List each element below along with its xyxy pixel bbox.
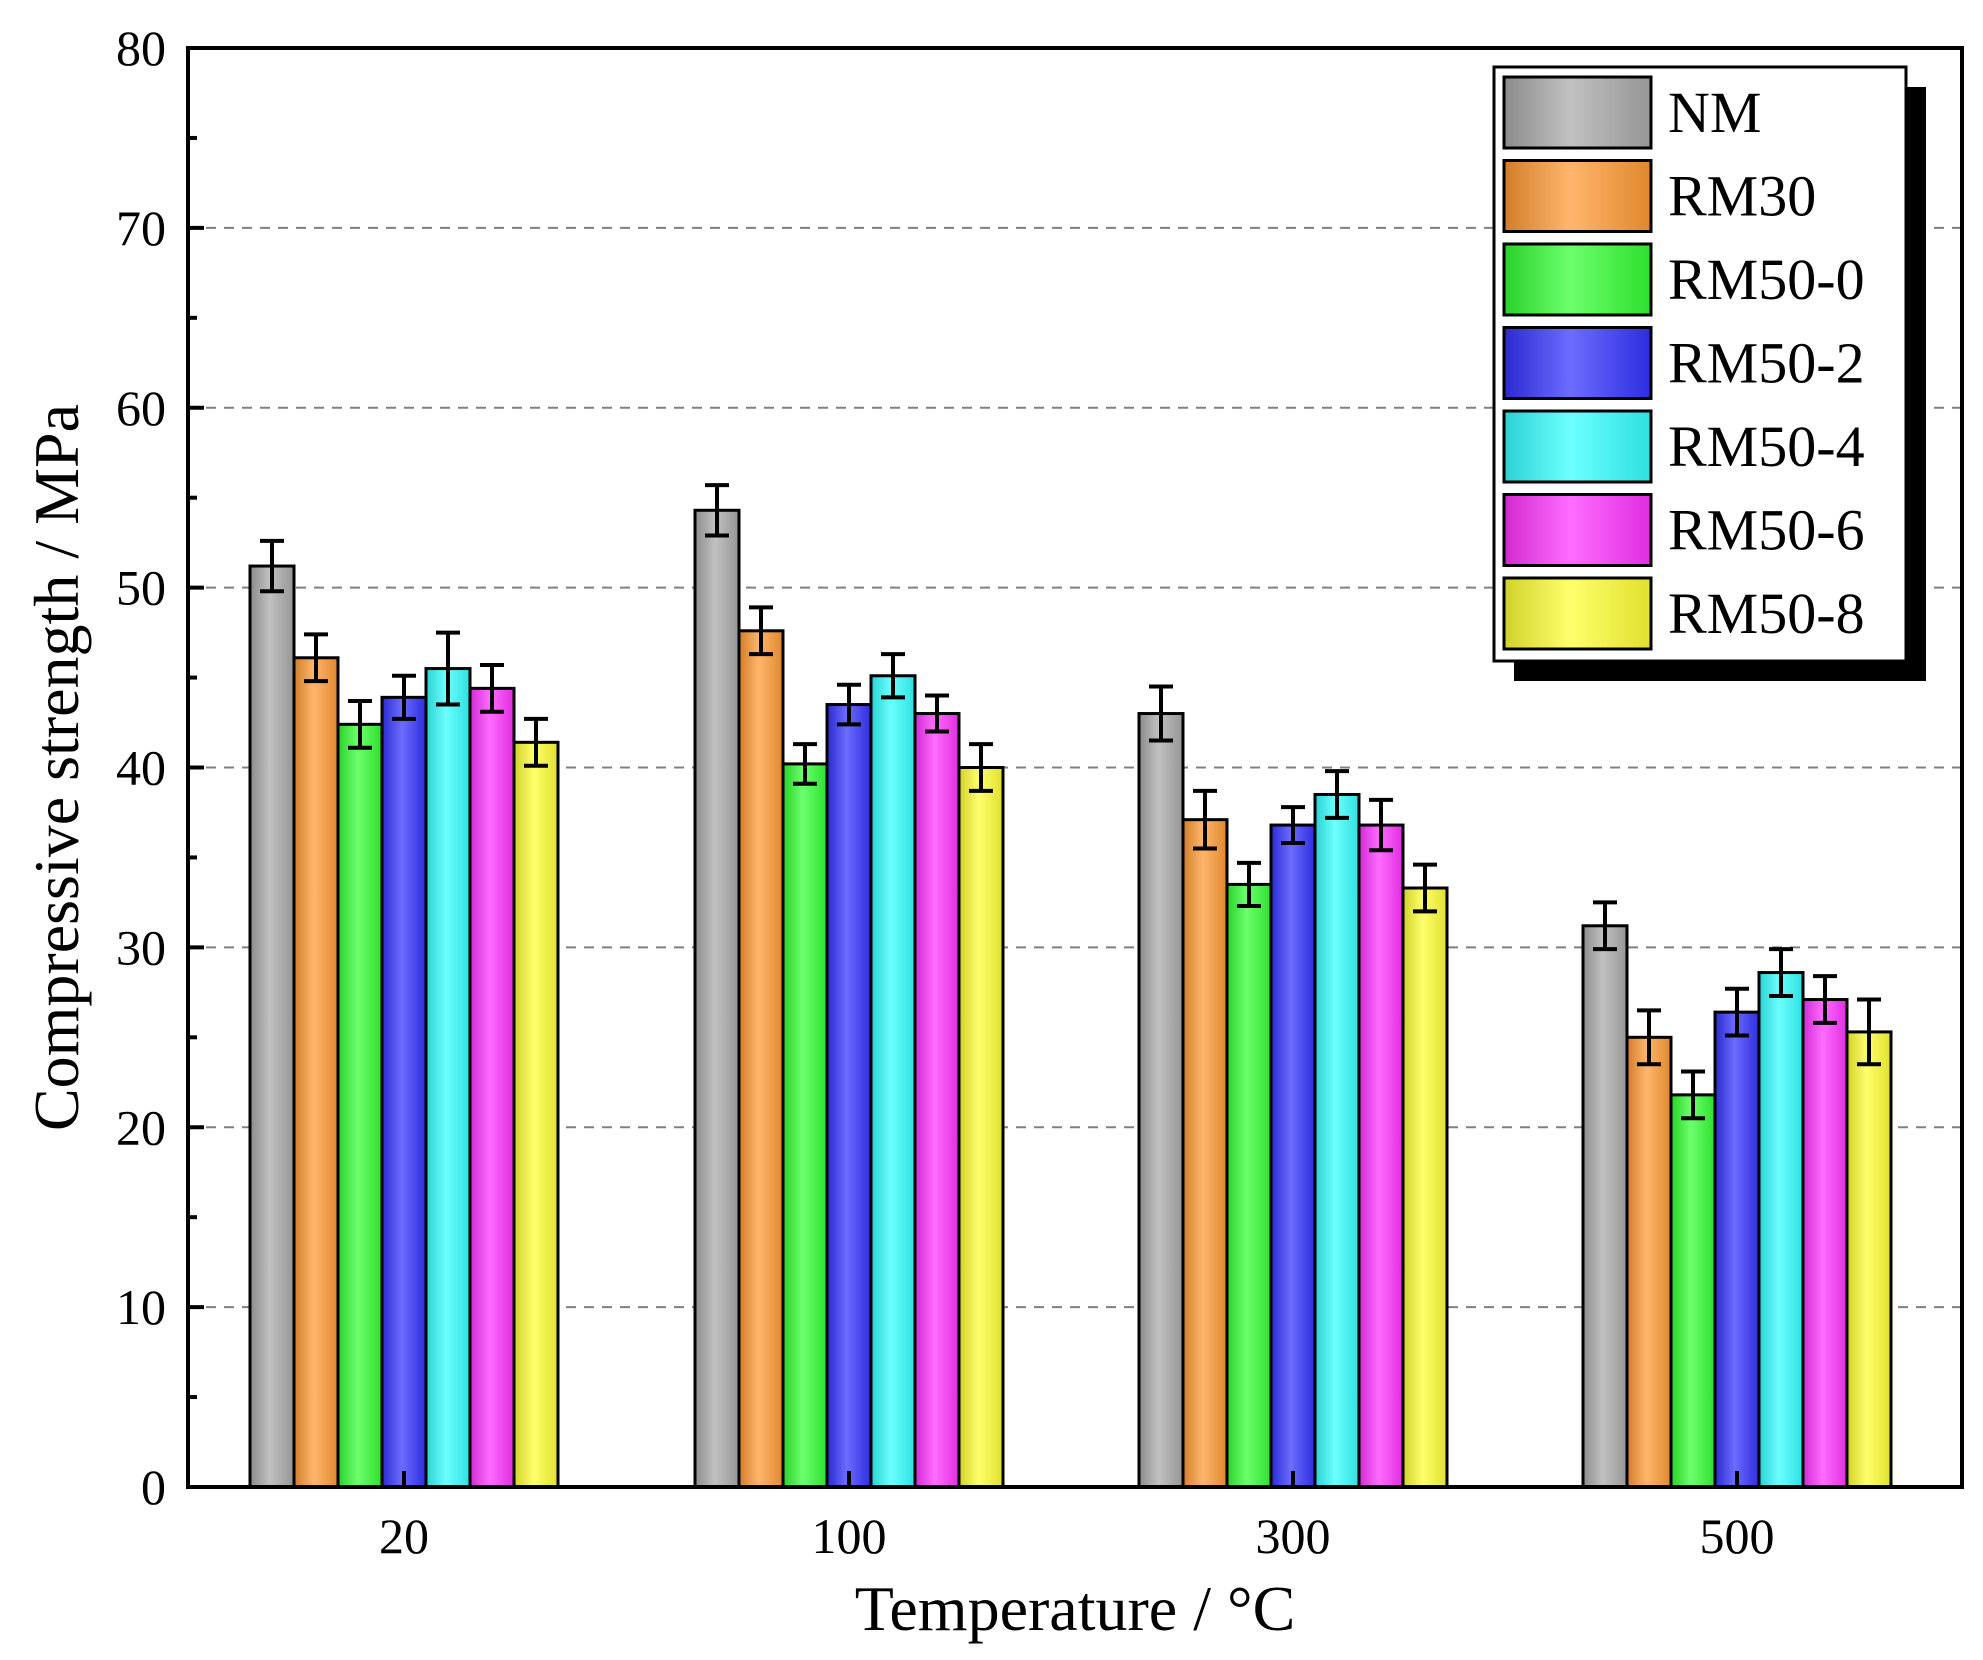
- error-bar-rm50-4-20: [436, 630, 460, 707]
- error-bar-rm30-500: [1637, 1008, 1661, 1067]
- error-bar-rm30-20: [304, 632, 328, 684]
- x-tick-label: 500: [1700, 1508, 1775, 1564]
- error-bar-rm50-0-100: [793, 742, 817, 786]
- bar-rm50-0-300: [1225, 882, 1273, 1489]
- error-bar-rm50-0-300: [1237, 860, 1261, 909]
- bar-rm50-2-100: [825, 703, 873, 1489]
- bar-nm-300: [1137, 712, 1185, 1489]
- error-bar-rm50-4-100: [881, 652, 905, 700]
- error-bar-rm30-300: [1193, 788, 1217, 851]
- error-bar-rm50-6-20: [480, 662, 504, 714]
- error-bar-nm-300: [1149, 684, 1173, 743]
- legend-label-rm50-2: RM50-2: [1668, 331, 1865, 396]
- legend-swatch-rm50-8: [1502, 576, 1653, 651]
- bar-rm50-6-300: [1357, 823, 1405, 1489]
- y-tick-label: 70: [116, 200, 166, 256]
- y-tick-label: 50: [116, 560, 166, 616]
- error-bar-rm50-4-500: [1769, 947, 1793, 998]
- y-tick-label: 60: [116, 380, 166, 436]
- error-bar-rm50-6-300: [1369, 797, 1393, 853]
- legend-label-rm50-6: RM50-6: [1668, 498, 1865, 563]
- error-bar-rm50-8-300: [1413, 862, 1437, 914]
- legend-swatch-rm50-6: [1502, 493, 1653, 567]
- legend-swatch-rm50-0: [1502, 242, 1653, 317]
- axes: 0 10 20 30 40 50 60 70 80 20 100 300 500: [116, 20, 1964, 1564]
- legend-swatch-rm50-4: [1502, 409, 1653, 484]
- error-bar-nm-500: [1593, 900, 1617, 952]
- error-bar-rm50-2-100: [837, 682, 861, 727]
- legend-label-rm50-8: RM50-8: [1668, 581, 1865, 646]
- bar-nm-500: [1581, 924, 1629, 1489]
- bar-rm50-6-20: [468, 686, 516, 1489]
- y-tick-label: 40: [116, 740, 166, 796]
- error-bar-rm30-100: [749, 605, 773, 657]
- error-bar-rm50-8-500: [1857, 997, 1881, 1067]
- bar-rm30-100: [737, 629, 785, 1489]
- bar-rm50-2-20: [380, 695, 428, 1489]
- bar-nm-100: [693, 508, 741, 1489]
- error-bar-rm50-2-20: [392, 673, 416, 721]
- x-tick-label: 100: [812, 1508, 887, 1564]
- bar-rm50-4-500: [1757, 971, 1805, 1489]
- bar-rm50-8-300: [1401, 886, 1449, 1489]
- bar-rm50-4-20: [424, 667, 472, 1489]
- bar-rm50-8-20: [512, 740, 560, 1489]
- error-bar-rm50-4-300: [1325, 769, 1349, 820]
- y-tick-label: 10: [116, 1279, 166, 1335]
- legend-label-nm: NM: [1668, 80, 1761, 145]
- bar-rm50-0-20: [336, 722, 384, 1489]
- legend-swatch-rm30: [1502, 159, 1653, 233]
- x-tick-label: 20: [379, 1508, 429, 1564]
- error-bar-rm50-6-500: [1813, 974, 1837, 1025]
- y-axis-title: Compressive strength / MPa: [21, 404, 92, 1131]
- bar-rm50-2-300: [1269, 823, 1317, 1489]
- bar-rm50-6-100: [913, 712, 961, 1489]
- error-bar-rm50-0-20: [348, 698, 372, 750]
- legend-label-rm50-0: RM50-0: [1668, 247, 1865, 312]
- legend-label-rm50-4: RM50-4: [1668, 414, 1865, 479]
- y-tick-label: 30: [116, 919, 166, 975]
- bar-rm50-4-300: [1313, 792, 1361, 1489]
- error-bar-rm50-0-500: [1681, 1069, 1705, 1121]
- bar-rm30-20: [292, 656, 340, 1489]
- legend-label-rm30: RM30: [1668, 164, 1816, 229]
- bar-rm50-8-100: [957, 766, 1005, 1489]
- bar-rm50-6-500: [1801, 998, 1849, 1489]
- legend-swatch-nm: [1502, 75, 1653, 150]
- bar-rm50-2-500: [1713, 1010, 1761, 1489]
- error-bar-rm50-2-500: [1725, 986, 1749, 1038]
- error-bar-nm-20: [260, 538, 284, 594]
- error-bars: [260, 483, 1881, 1121]
- y-tick-label: 0: [141, 1459, 166, 1515]
- bar-rm50-8-500: [1845, 1030, 1893, 1489]
- bar-rm30-500: [1625, 1035, 1673, 1489]
- error-bar-rm50-6-100: [925, 693, 949, 734]
- legend-swatch-rm50-2: [1502, 326, 1653, 400]
- x-tick-label: 300: [1256, 1508, 1331, 1564]
- bar-rm50-4-100: [869, 674, 917, 1489]
- y-tick-label: 80: [116, 20, 166, 76]
- legend: NM RM30 RM50-0 RM50-2 RM50-4 RM50-6 RM50-8: [1492, 65, 1926, 681]
- error-bar-rm50-8-20: [524, 716, 548, 768]
- x-axis-title: Temperature / °C: [855, 1573, 1296, 1644]
- error-bar-nm-100: [705, 483, 729, 538]
- bar-rm30-300: [1181, 818, 1229, 1489]
- error-bar-rm50-2-300: [1281, 805, 1305, 846]
- error-bar-rm50-8-100: [969, 742, 993, 793]
- bar-nm-20: [248, 564, 296, 1489]
- y-tick-label: 20: [116, 1099, 166, 1155]
- bar-rm50-0-500: [1669, 1093, 1717, 1489]
- bar-rm50-0-100: [781, 762, 829, 1489]
